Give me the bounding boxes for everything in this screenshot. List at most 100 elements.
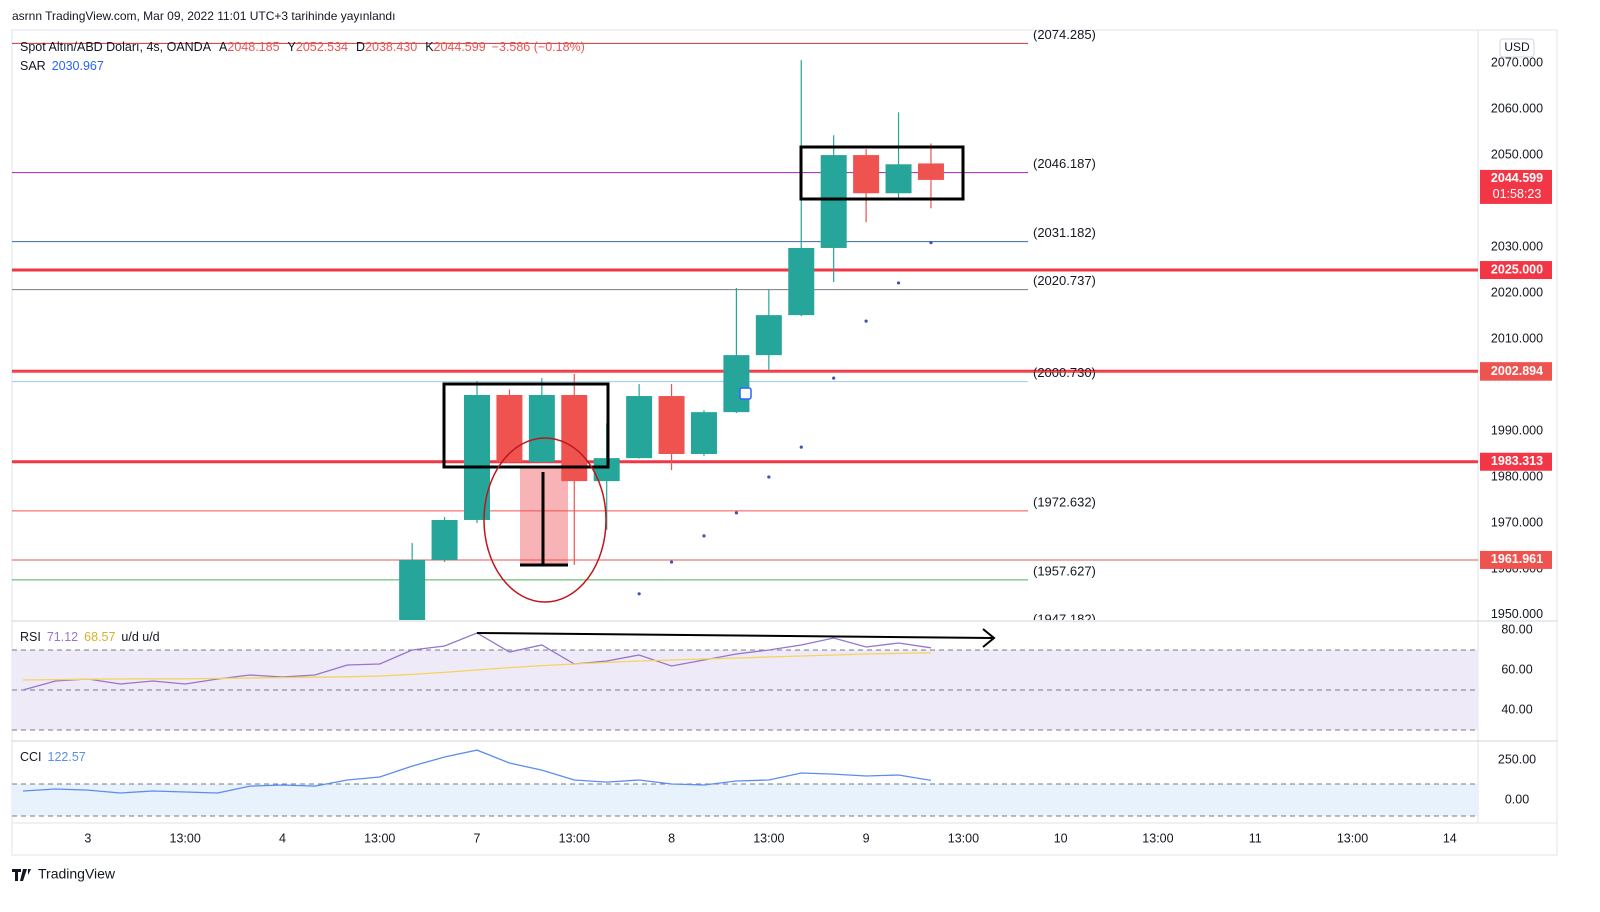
price-label: 1983.313 — [1491, 454, 1543, 468]
level-label: (2020.737) — [1033, 273, 1096, 288]
sar-dot — [669, 560, 674, 564]
indicator-value: 122.57 — [48, 750, 86, 764]
level-label: (1957.627) — [1033, 563, 1096, 578]
brand: TradingView — [38, 866, 116, 882]
sar-dot — [799, 445, 803, 449]
y-tick-label: 1950.000 — [1491, 607, 1543, 621]
chart-frame — [11, 29, 1558, 856]
y-tick-label: 60.00 — [1501, 662, 1532, 676]
candle-body — [788, 247, 815, 316]
candle-body — [755, 315, 782, 356]
candle-body — [885, 164, 912, 194]
x-tick-label: 13:00 — [1142, 831, 1173, 845]
level-label: (2031.182) — [1033, 225, 1096, 240]
legend-value: 2048.185 — [227, 40, 279, 54]
price-label: 2002.894 — [1491, 364, 1543, 378]
candle-body — [431, 519, 458, 560]
y-tick-label: 40.00 — [1501, 702, 1532, 716]
sar-dot — [864, 319, 868, 323]
candle-body — [658, 396, 685, 454]
x-tick-label: 13:00 — [559, 831, 590, 845]
handle — [739, 387, 752, 400]
price-label-box — [1480, 550, 1552, 569]
sar-dot — [896, 281, 901, 285]
y-tick-label: 1970.000 — [1491, 515, 1543, 529]
y-tick-label: 2030.000 — [1491, 239, 1543, 253]
legend-symbol: Spot Altın/ABD Doları, 4s, OANDA — [20, 40, 212, 54]
candle-body — [690, 412, 717, 454]
x-tick-label: 10 — [1054, 831, 1068, 845]
candle-body — [917, 163, 944, 180]
indicator-value: 71.12 — [47, 630, 78, 644]
sar-value: 2030.967 — [52, 59, 104, 73]
legend-key: A — [219, 40, 228, 54]
legend-key: Y — [288, 40, 297, 54]
y-tick-label: 0.00 — [1505, 792, 1529, 806]
sar-title: SAR — [20, 59, 46, 73]
indicator-pane — [12, 749, 1478, 817]
indicator-line — [22, 652, 932, 681]
x-tick-label: 13:00 — [364, 831, 395, 845]
price-pane: (2074.285) (2046.187) (2031.182) (2020.737)… — [12, 27, 1478, 626]
x-tick-label: 13:00 — [753, 831, 784, 845]
candle-body — [853, 155, 880, 194]
y-tick-label: 250.00 — [1498, 752, 1536, 766]
level-label: (2074.285) — [1033, 27, 1096, 42]
indicator-value: 68.57 — [84, 630, 115, 644]
last-price: 2044.599 — [1491, 171, 1543, 185]
publish-header: asrnn TradingView.com, Mar 09, 2022 11:0… — [12, 9, 395, 23]
x-tick-label: 13:00 — [1337, 831, 1368, 845]
candle-body — [496, 394, 523, 462]
x-tick-label: 13:00 — [170, 831, 201, 845]
countdown: 01:58:23 — [1493, 187, 1542, 201]
sar-dot — [929, 241, 933, 245]
y-tick-label: 1990.000 — [1491, 423, 1543, 437]
candle-body — [399, 559, 426, 620]
legend-key: D — [356, 40, 365, 54]
x-tick-label: 8 — [668, 831, 675, 845]
level-label: (1947.182) — [1033, 611, 1096, 626]
candle-body — [593, 458, 620, 482]
range-box — [799, 145, 965, 201]
indicator-legend: CCI 122.57 — [20, 750, 86, 764]
legend-value: 2038.430 — [365, 40, 417, 54]
sar-dot — [734, 511, 739, 515]
legend-value: 2052.534 — [296, 40, 348, 54]
price-label: 2025.000 — [1491, 262, 1543, 276]
x-tick-label: 11 — [1249, 831, 1262, 845]
price-label: 1961.961 — [1491, 552, 1543, 566]
sar-dot — [832, 376, 836, 380]
level-label: (2000.730) — [1033, 365, 1096, 380]
currency-box — [1499, 38, 1535, 58]
legend: Spot Altın/ABD Doları, 4s, OANDA A2048.18… — [20, 40, 585, 54]
sar-dot — [767, 475, 771, 479]
price-label-box — [1480, 362, 1552, 381]
logo — [12, 869, 31, 881]
sar-dot — [637, 592, 641, 596]
indicator-title: RSI — [20, 630, 41, 644]
legend-key: K — [425, 40, 434, 54]
footer: TradingView — [12, 866, 116, 882]
legend-change: −3.586 (−0.18%) — [492, 40, 585, 54]
candle-body — [528, 394, 555, 462]
indicator-legend: RSI 71.12 68.57 u/d u/d — [20, 630, 160, 644]
x-tick-label: 3 — [84, 831, 91, 845]
price-label-box — [1480, 261, 1552, 280]
x-tick-label: 7 — [474, 831, 481, 845]
indicator-line — [22, 749, 932, 794]
y-tick-label: 2070.000 — [1491, 55, 1543, 69]
y-tick-label: 2020.000 — [1491, 285, 1543, 299]
sar-dot — [702, 534, 706, 538]
x-tick-label: 9 — [863, 831, 870, 845]
x-tick-label: 14 — [1443, 831, 1457, 845]
level-label: (2046.187) — [1033, 156, 1096, 171]
band-fill — [12, 784, 1478, 816]
arrow-head — [982, 628, 996, 648]
last-price-box — [1480, 169, 1552, 204]
range-box — [442, 382, 610, 469]
y-tick-label: 2050.000 — [1491, 147, 1543, 161]
level-label: (1972.632) — [1033, 494, 1096, 509]
y-tick-label: 2010.000 — [1491, 331, 1543, 345]
circle-annotation — [483, 437, 607, 603]
